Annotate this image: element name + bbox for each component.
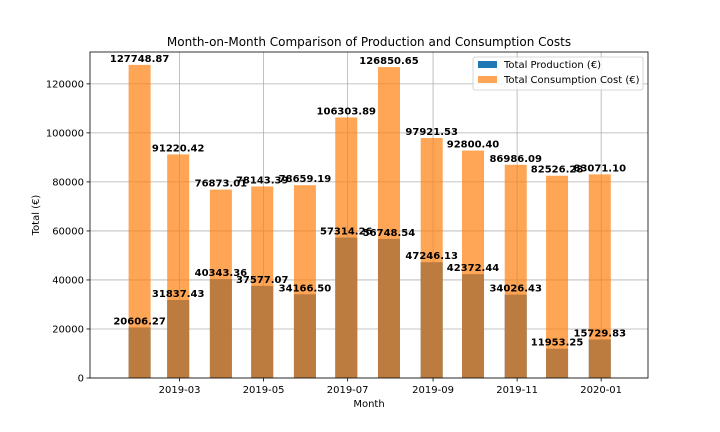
consumption-value-label: 86986.09 bbox=[489, 154, 542, 165]
x-axis-label: Month bbox=[353, 399, 384, 410]
consumption-value-label: 76873.01 bbox=[195, 179, 248, 190]
y-axis-label: Total (€) bbox=[31, 195, 42, 237]
y-tick-label: 120000 bbox=[46, 79, 84, 90]
y-tick-label: 60000 bbox=[52, 226, 84, 237]
data-labels: 20606.27 127748.87 31837.43 91220.42 40343.3… bbox=[110, 54, 626, 349]
production-value-label: 20606.27 bbox=[113, 316, 166, 327]
consumption-bar bbox=[128, 64, 151, 379]
consumption-value-label: 78659.19 bbox=[279, 174, 332, 185]
consumption-value-label: 83071.10 bbox=[574, 163, 627, 174]
consumption-bar bbox=[420, 137, 443, 378]
production-value-label: 37577.07 bbox=[236, 275, 289, 286]
consumption-value-label: 127748.87 bbox=[110, 54, 170, 65]
chart-title: Month-on-Month Comparison of Production … bbox=[167, 35, 571, 49]
legend-label-consumption: Total Consumption Cost (€) bbox=[503, 75, 640, 86]
consumption-bar bbox=[335, 117, 358, 378]
legend-swatch-production bbox=[478, 61, 497, 68]
production-value-label: 56748.54 bbox=[363, 228, 416, 239]
y-tick-label: 0 bbox=[78, 374, 84, 385]
x-tick-label: 2019-05 bbox=[243, 385, 285, 396]
consumption-value-label: 78143.39 bbox=[236, 175, 289, 186]
y-tick-label: 40000 bbox=[52, 275, 84, 286]
consumption-bar bbox=[546, 175, 569, 378]
consumption-bar bbox=[462, 150, 485, 378]
consumption-value-label: 92800.40 bbox=[447, 140, 500, 151]
x-tick-label: 2019-11 bbox=[496, 385, 538, 396]
production-bars bbox=[128, 237, 611, 378]
y-tick-label: 100000 bbox=[46, 128, 84, 139]
x-tick-label: 2019-07 bbox=[327, 385, 369, 396]
consumption-value-label: 97921.53 bbox=[405, 127, 458, 138]
production-value-label: 34026.43 bbox=[489, 284, 542, 295]
production-value-label: 34166.50 bbox=[279, 283, 332, 294]
production-value-label: 57314.26 bbox=[320, 227, 373, 238]
consumption-value-label: 126850.65 bbox=[359, 56, 419, 67]
consumption-value-label: 82526.28 bbox=[531, 165, 584, 176]
legend: Total Production (€) Total Consumption C… bbox=[472, 56, 644, 91]
production-value-label: 11953.25 bbox=[531, 338, 584, 349]
consumption-bar bbox=[209, 189, 232, 378]
production-value-label: 31837.43 bbox=[152, 289, 205, 300]
consumption-value-label: 106303.89 bbox=[317, 106, 377, 117]
consumption-bar bbox=[588, 174, 611, 378]
x-tick-label: 2020-01 bbox=[580, 385, 622, 396]
consumption-value-label: 91220.42 bbox=[152, 143, 205, 154]
legend-box bbox=[472, 56, 644, 91]
axis-ticks: 0 20000 40000 60000 80000 100000 120000 2019-03… bbox=[46, 79, 622, 396]
y-tick-label: 20000 bbox=[52, 324, 84, 335]
consumption-bars bbox=[128, 64, 611, 379]
legend-label-production: Total Production (€) bbox=[503, 60, 601, 71]
plot-frame bbox=[89, 51, 649, 379]
consumption-bar bbox=[167, 154, 190, 378]
production-value-label: 47246.13 bbox=[405, 251, 458, 262]
x-tick-label: 2019-09 bbox=[412, 385, 454, 396]
production-value-label: 15729.83 bbox=[574, 328, 627, 339]
legend-swatch-consumption bbox=[478, 76, 497, 83]
consumption-bar bbox=[251, 186, 274, 378]
consumption-bar bbox=[377, 67, 400, 378]
consumption-bar bbox=[504, 164, 527, 378]
production-value-label: 40343.36 bbox=[195, 268, 248, 279]
x-tick-label: 2019-03 bbox=[159, 385, 201, 396]
production-value-label: 42372.44 bbox=[447, 263, 500, 274]
y-tick-label: 80000 bbox=[52, 177, 84, 188]
consumption-bar bbox=[293, 185, 316, 378]
